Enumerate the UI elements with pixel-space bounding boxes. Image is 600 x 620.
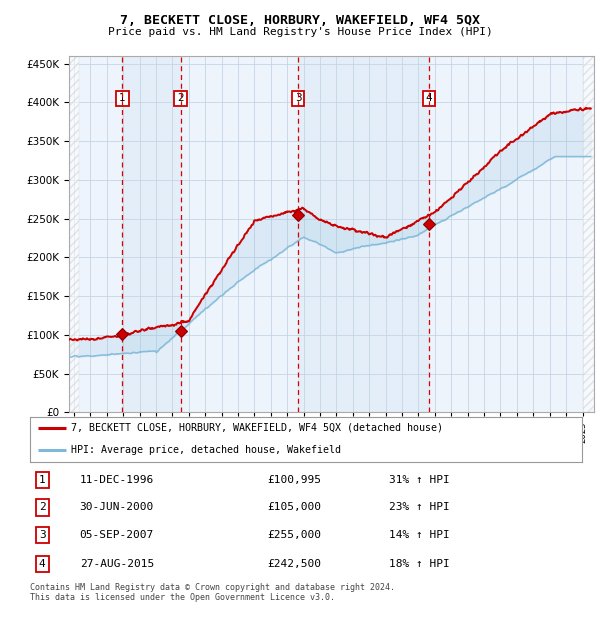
Text: 4: 4 [426, 94, 433, 104]
Text: 4: 4 [39, 559, 46, 569]
Text: Contains HM Land Registry data © Crown copyright and database right 2024.
This d: Contains HM Land Registry data © Crown c… [30, 583, 395, 602]
Text: 2: 2 [39, 502, 46, 513]
Text: £242,500: £242,500 [268, 559, 322, 569]
Text: 7, BECKETT CLOSE, HORBURY, WAKEFIELD, WF4 5QX (detached house): 7, BECKETT CLOSE, HORBURY, WAKEFIELD, WF… [71, 422, 443, 433]
Text: 1: 1 [119, 94, 125, 104]
Bar [583, 56, 599, 412]
Text: 05-SEP-2007: 05-SEP-2007 [80, 530, 154, 540]
Text: 14% ↑ HPI: 14% ↑ HPI [389, 530, 449, 540]
Text: 31% ↑ HPI: 31% ↑ HPI [389, 475, 449, 485]
Bar [122, 56, 181, 412]
Text: 11-DEC-1996: 11-DEC-1996 [80, 475, 154, 485]
Text: HPI: Average price, detached house, Wakefield: HPI: Average price, detached house, Wake… [71, 445, 341, 455]
Text: £255,000: £255,000 [268, 530, 322, 540]
Text: 2: 2 [177, 94, 184, 104]
Text: 23% ↑ HPI: 23% ↑ HPI [389, 502, 449, 513]
Text: 27-AUG-2015: 27-AUG-2015 [80, 559, 154, 569]
Text: 7, BECKETT CLOSE, HORBURY, WAKEFIELD, WF4 5QX: 7, BECKETT CLOSE, HORBURY, WAKEFIELD, WF… [120, 14, 480, 27]
Text: Price paid vs. HM Land Registry's House Price Index (HPI): Price paid vs. HM Land Registry's House … [107, 27, 493, 37]
Text: £100,995: £100,995 [268, 475, 322, 485]
Text: 3: 3 [295, 94, 302, 104]
Text: 18% ↑ HPI: 18% ↑ HPI [389, 559, 449, 569]
Bar [69, 56, 79, 412]
Text: 1: 1 [39, 475, 46, 485]
Text: 3: 3 [39, 530, 46, 540]
Text: £105,000: £105,000 [268, 502, 322, 513]
Text: 30-JUN-2000: 30-JUN-2000 [80, 502, 154, 513]
Bar [298, 56, 429, 412]
